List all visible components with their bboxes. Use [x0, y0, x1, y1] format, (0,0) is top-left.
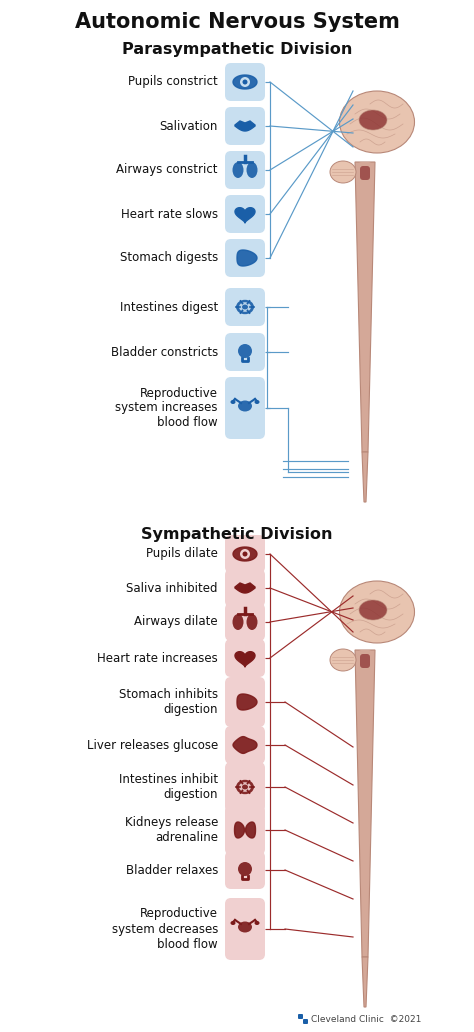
FancyBboxPatch shape [225, 851, 265, 889]
Text: Reproductive
system decreases
blood flow: Reproductive system decreases blood flow [111, 907, 218, 950]
Text: Salivation: Salivation [160, 120, 218, 132]
FancyBboxPatch shape [225, 333, 265, 370]
Polygon shape [237, 250, 257, 266]
Polygon shape [362, 957, 368, 1007]
Text: Airways dilate: Airways dilate [134, 615, 218, 628]
Text: Heart rate increases: Heart rate increases [97, 651, 218, 665]
Ellipse shape [243, 551, 247, 556]
Ellipse shape [238, 922, 252, 933]
Ellipse shape [233, 614, 244, 630]
Text: Reproductive
system increases
blood flow: Reproductive system increases blood flow [116, 387, 218, 429]
Polygon shape [246, 823, 255, 838]
Text: Saliva inhibited: Saliva inhibited [127, 581, 218, 594]
Ellipse shape [339, 581, 414, 643]
Ellipse shape [238, 400, 252, 412]
Ellipse shape [240, 549, 250, 559]
FancyBboxPatch shape [225, 377, 265, 439]
Polygon shape [233, 547, 257, 561]
FancyBboxPatch shape [225, 151, 265, 189]
Text: Autonomic Nervous System: Autonomic Nervous System [74, 12, 400, 32]
Text: Pupils constrict: Pupils constrict [128, 75, 218, 89]
Text: Airways constrict: Airways constrict [117, 163, 218, 176]
FancyBboxPatch shape [225, 569, 265, 607]
Ellipse shape [230, 400, 236, 404]
Ellipse shape [230, 921, 236, 925]
Ellipse shape [359, 600, 387, 620]
FancyBboxPatch shape [225, 195, 265, 233]
Polygon shape [235, 651, 255, 667]
Ellipse shape [359, 110, 387, 130]
FancyBboxPatch shape [360, 654, 370, 668]
FancyBboxPatch shape [225, 677, 265, 727]
Polygon shape [235, 126, 255, 131]
Ellipse shape [243, 79, 247, 85]
FancyBboxPatch shape [298, 1014, 303, 1019]
Text: Stomach digests: Stomach digests [120, 252, 218, 264]
FancyBboxPatch shape [225, 603, 265, 641]
FancyBboxPatch shape [225, 725, 265, 764]
Ellipse shape [330, 649, 356, 671]
FancyBboxPatch shape [225, 63, 265, 101]
Polygon shape [362, 452, 368, 502]
Text: Cleveland Clinic  ©2021: Cleveland Clinic ©2021 [311, 1014, 421, 1024]
Polygon shape [235, 207, 255, 223]
Ellipse shape [255, 400, 259, 404]
Text: Liver releases glucose: Liver releases glucose [87, 739, 218, 751]
Ellipse shape [236, 300, 254, 314]
FancyBboxPatch shape [303, 1019, 308, 1024]
Ellipse shape [233, 162, 244, 178]
Polygon shape [237, 694, 257, 710]
Ellipse shape [330, 161, 356, 183]
Text: Kidneys release
adrenaline: Kidneys release adrenaline [125, 816, 218, 844]
Ellipse shape [238, 862, 252, 876]
FancyBboxPatch shape [358, 650, 372, 672]
FancyBboxPatch shape [225, 639, 265, 677]
Text: Pupils dilate: Pupils dilate [146, 548, 218, 560]
FancyBboxPatch shape [360, 166, 370, 180]
Ellipse shape [339, 91, 414, 153]
Ellipse shape [242, 304, 248, 310]
Ellipse shape [255, 921, 259, 925]
Ellipse shape [239, 302, 251, 312]
Ellipse shape [238, 344, 252, 358]
Polygon shape [235, 583, 255, 588]
Polygon shape [233, 737, 257, 753]
Polygon shape [235, 823, 245, 838]
Polygon shape [233, 75, 257, 89]
FancyBboxPatch shape [225, 107, 265, 146]
Ellipse shape [246, 614, 257, 630]
FancyBboxPatch shape [225, 898, 265, 960]
Text: Sympathetic Division: Sympathetic Division [141, 527, 333, 542]
Text: Heart rate slows: Heart rate slows [121, 207, 218, 221]
Text: Stomach inhibits
digestion: Stomach inhibits digestion [119, 688, 218, 716]
FancyBboxPatch shape [225, 762, 265, 812]
Ellipse shape [240, 77, 250, 87]
FancyBboxPatch shape [225, 805, 265, 854]
Polygon shape [355, 650, 375, 957]
Text: Parasympathetic Division: Parasympathetic Division [122, 42, 352, 57]
Text: Bladder relaxes: Bladder relaxes [126, 864, 218, 876]
FancyBboxPatch shape [225, 288, 265, 326]
Ellipse shape [242, 784, 248, 789]
FancyBboxPatch shape [358, 162, 372, 184]
Text: Intestines inhibit
digestion: Intestines inhibit digestion [119, 773, 218, 801]
Text: Intestines digest: Intestines digest [120, 300, 218, 314]
Ellipse shape [239, 782, 251, 792]
Text: Bladder constricts: Bladder constricts [111, 346, 218, 358]
FancyBboxPatch shape [225, 239, 265, 277]
Polygon shape [235, 121, 255, 126]
Ellipse shape [246, 162, 257, 178]
FancyBboxPatch shape [225, 535, 265, 573]
Ellipse shape [236, 780, 254, 795]
Polygon shape [235, 588, 255, 593]
Polygon shape [355, 162, 375, 452]
